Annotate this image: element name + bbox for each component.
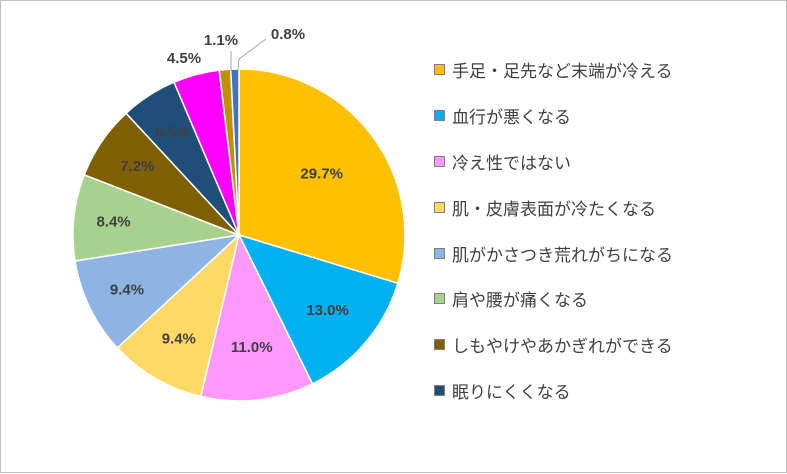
slice-value-label: 4.5% (167, 50, 201, 67)
legend-label: 肌・皮膚表面が冷たくなる (452, 199, 656, 220)
slice-value-label: 13.0% (306, 302, 349, 319)
legend-swatch (434, 155, 445, 167)
legend: 手足・足先など末端が冷える 血行が悪くなる 冷え性ではない肌・皮膚表面が冷たくなる肌… (434, 47, 764, 413)
legend-item: 肩や腰が痛くなる (434, 276, 764, 322)
slice-value-label: 0.8% (271, 26, 305, 43)
legend-item: 冷え性ではない (434, 139, 764, 185)
slice-value-label: 5.5% (155, 124, 189, 141)
pie-slice-5 (74, 233, 242, 349)
leader-line (237, 38, 267, 72)
legend-item: 血行が悪くなる (434, 93, 764, 139)
legend-swatch (434, 339, 445, 351)
legend-label: 肩や腰が痛くなる (452, 291, 588, 312)
pie-slice-3 (199, 232, 314, 402)
legend-label: 肌がかさつき荒れがちになる (452, 245, 673, 266)
pie-slice-1 (238, 68, 406, 285)
slice-value-label: 9.4% (162, 330, 196, 347)
legend-swatch (434, 247, 445, 259)
pie-slice-2 (237, 233, 399, 385)
slice-value-label: 7.2% (120, 158, 154, 175)
legend-swatch (434, 201, 445, 213)
pie-slice-4 (116, 232, 241, 398)
legend-item: しもやけやあかぎれができる (434, 322, 764, 368)
legend-item: 眠りにくくなる (434, 368, 764, 414)
legend-item: 手足・足先など末端が冷える (434, 47, 764, 93)
legend-label: しもやけやあかぎれができる (452, 337, 673, 358)
slice-value-label: 9.4% (110, 281, 144, 298)
legend-swatch (434, 110, 445, 122)
slice-value-label: 29.7% (300, 166, 343, 183)
legend-item: 肌がかさつき荒れがちになる (434, 230, 764, 276)
legend-label: 冷え性ではない (452, 153, 571, 174)
legend-item: 肌・皮膚表面が冷たくなる (434, 184, 764, 230)
pie-slice-6 (72, 173, 242, 262)
slice-value-label: 1.1% (204, 32, 238, 49)
legend-label: 眠りにくくなる (452, 382, 571, 403)
legend-swatch (434, 293, 445, 305)
legend-swatch (434, 64, 445, 76)
legend-swatch (434, 384, 445, 396)
slice-value-label: 11.0% (231, 339, 273, 356)
legend-label: 手足・足先など末端が冷える (452, 62, 673, 83)
slice-value-label: 8.4% (96, 214, 130, 231)
legend-label: 血行が悪くなる (452, 108, 571, 129)
